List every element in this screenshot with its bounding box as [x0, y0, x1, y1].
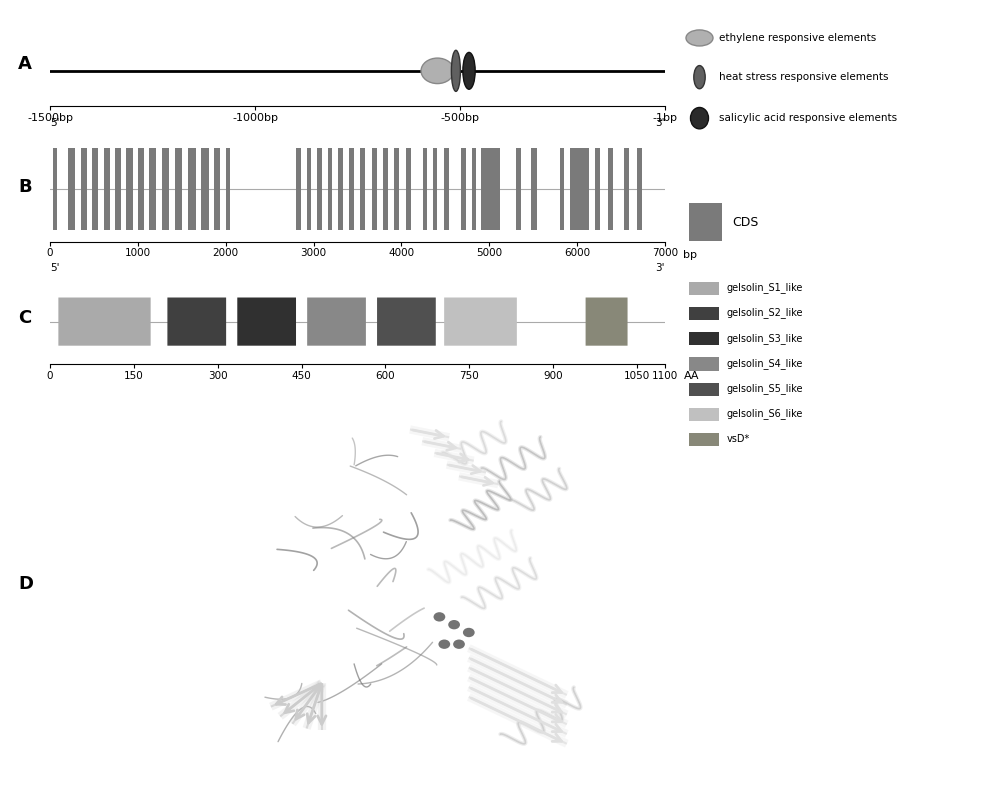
- Text: 5': 5': [50, 262, 60, 273]
- Bar: [461, 148, 466, 230]
- Text: D: D: [18, 575, 33, 592]
- Bar: [81, 148, 87, 230]
- Text: 3': 3': [656, 118, 665, 129]
- Bar: [383, 148, 388, 230]
- Circle shape: [448, 620, 460, 630]
- Bar: [689, 408, 719, 421]
- Bar: [689, 357, 719, 370]
- Bar: [214, 148, 220, 230]
- Bar: [689, 307, 719, 320]
- Bar: [516, 148, 521, 230]
- Bar: [433, 148, 437, 230]
- Bar: [175, 148, 182, 230]
- Text: bp: bp: [683, 250, 697, 260]
- Bar: [328, 148, 332, 230]
- Bar: [138, 148, 144, 230]
- Bar: [570, 148, 589, 230]
- Bar: [115, 148, 121, 230]
- Bar: [149, 148, 156, 230]
- Bar: [162, 148, 169, 230]
- FancyBboxPatch shape: [377, 298, 436, 345]
- Text: gelsolin_S4_like: gelsolin_S4_like: [726, 358, 803, 369]
- Bar: [531, 148, 537, 230]
- FancyBboxPatch shape: [444, 298, 517, 345]
- Circle shape: [434, 612, 445, 621]
- Bar: [689, 282, 719, 295]
- Bar: [472, 148, 476, 230]
- Bar: [92, 148, 98, 230]
- Text: 5': 5': [50, 118, 60, 129]
- FancyBboxPatch shape: [307, 298, 366, 345]
- Text: C: C: [18, 309, 31, 327]
- Text: vsD*: vsD*: [726, 434, 750, 444]
- Bar: [406, 148, 411, 230]
- Bar: [126, 148, 133, 230]
- Bar: [317, 148, 322, 230]
- Ellipse shape: [686, 30, 713, 46]
- Text: 3': 3': [656, 262, 665, 273]
- Bar: [338, 148, 343, 230]
- Bar: [188, 148, 196, 230]
- Bar: [560, 148, 564, 230]
- Bar: [689, 433, 719, 446]
- Bar: [637, 148, 642, 230]
- Text: salicylic acid responsive elements: salicylic acid responsive elements: [719, 114, 897, 123]
- Text: gelsolin_S2_like: gelsolin_S2_like: [726, 308, 803, 319]
- Bar: [104, 148, 110, 230]
- Bar: [444, 148, 449, 230]
- Bar: [360, 148, 365, 230]
- Bar: [53, 148, 57, 230]
- Bar: [423, 148, 427, 230]
- FancyBboxPatch shape: [167, 298, 226, 345]
- Text: gelsolin_S5_like: gelsolin_S5_like: [726, 383, 803, 394]
- Bar: [372, 148, 377, 230]
- Ellipse shape: [690, 107, 708, 129]
- Text: AA: AA: [683, 370, 699, 381]
- Bar: [226, 148, 230, 230]
- Bar: [689, 332, 719, 345]
- Text: CDS: CDS: [732, 216, 759, 229]
- Bar: [394, 148, 399, 230]
- Circle shape: [463, 628, 475, 638]
- Ellipse shape: [451, 50, 460, 92]
- FancyBboxPatch shape: [58, 298, 151, 345]
- Text: A: A: [18, 56, 32, 73]
- Bar: [624, 148, 629, 230]
- Ellipse shape: [463, 52, 475, 89]
- Bar: [349, 148, 354, 230]
- Bar: [481, 148, 500, 230]
- Circle shape: [438, 639, 450, 649]
- Bar: [201, 148, 209, 230]
- Bar: [595, 148, 600, 230]
- Bar: [689, 204, 722, 241]
- Bar: [68, 148, 75, 230]
- Ellipse shape: [421, 58, 454, 84]
- Text: ethylene responsive elements: ethylene responsive elements: [719, 33, 876, 43]
- Text: gelsolin_S3_like: gelsolin_S3_like: [726, 332, 803, 344]
- FancyBboxPatch shape: [586, 298, 628, 345]
- Text: gelsolin_S6_like: gelsolin_S6_like: [726, 408, 803, 419]
- Bar: [296, 148, 301, 230]
- Text: gelsolin_S1_like: gelsolin_S1_like: [726, 283, 803, 293]
- FancyBboxPatch shape: [237, 298, 296, 345]
- Bar: [608, 148, 613, 230]
- Bar: [307, 148, 311, 230]
- Ellipse shape: [694, 65, 705, 89]
- Text: B: B: [18, 178, 32, 196]
- Text: heat stress responsive elements: heat stress responsive elements: [719, 72, 889, 82]
- Circle shape: [453, 639, 465, 649]
- Bar: [689, 382, 719, 396]
